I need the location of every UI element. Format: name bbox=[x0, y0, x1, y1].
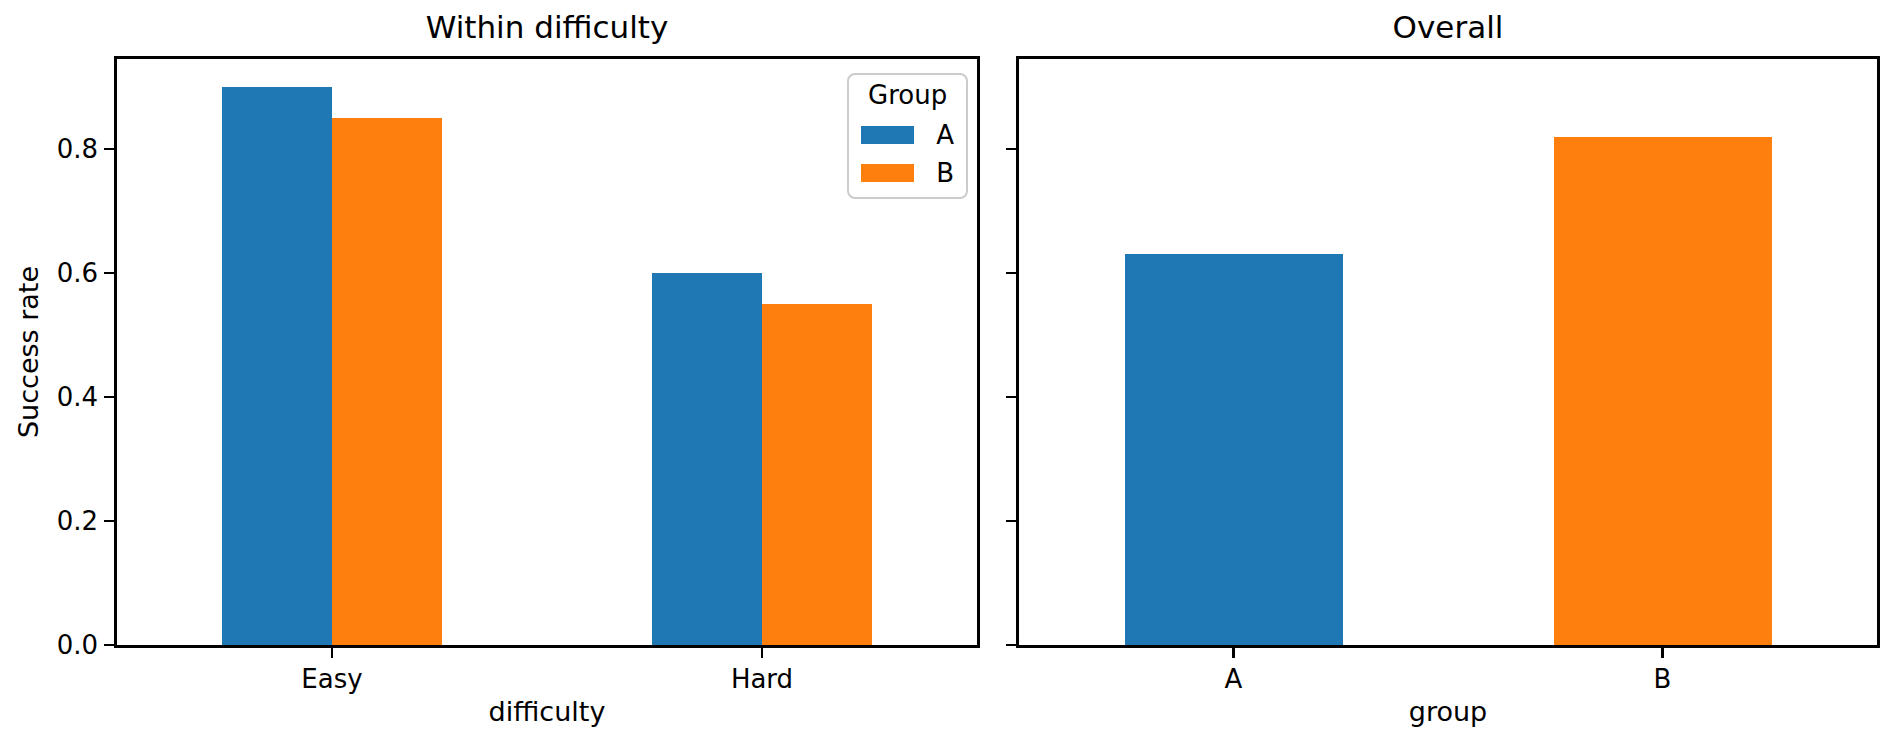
right-axes bbox=[1016, 56, 1880, 648]
right-x-axis-label: group bbox=[1016, 696, 1880, 728]
legend-title: Group bbox=[861, 79, 954, 111]
left-plot-title: Within difficulty bbox=[114, 8, 980, 46]
left-x-axis-label: difficulty bbox=[114, 696, 980, 728]
x-tick-label: A bbox=[1134, 664, 1334, 694]
y-tick-label: 0.8 bbox=[4, 134, 98, 164]
y-tick-label: 0.2 bbox=[4, 506, 98, 536]
bar-b-overall bbox=[1554, 137, 1772, 646]
legend-box: Group A B bbox=[847, 73, 968, 199]
legend-entry-b: B bbox=[861, 159, 954, 187]
y-tick-mark bbox=[104, 148, 114, 151]
y-tick-mark bbox=[1006, 272, 1016, 275]
bar-easy-b bbox=[332, 118, 442, 645]
y-tick-label: 0.0 bbox=[4, 630, 98, 660]
bar-a-overall bbox=[1125, 254, 1343, 645]
x-tick-label: B bbox=[1563, 664, 1763, 694]
y-tick-mark bbox=[104, 396, 114, 399]
right-plot-title: Overall bbox=[1016, 8, 1880, 46]
legend-entry-a: A bbox=[861, 121, 954, 149]
x-tick-label: Hard bbox=[662, 664, 862, 694]
y-tick-mark bbox=[1006, 644, 1016, 647]
y-tick-mark bbox=[1006, 148, 1016, 151]
y-tick-mark bbox=[104, 644, 114, 647]
x-tick-mark bbox=[1661, 648, 1664, 658]
y-axis-label: Success rate bbox=[13, 266, 44, 438]
legend-label-a: A bbox=[936, 121, 954, 149]
x-tick-label: Easy bbox=[232, 664, 432, 694]
x-tick-mark bbox=[1232, 648, 1235, 658]
legend-swatch-a bbox=[861, 126, 914, 144]
y-tick-mark bbox=[1006, 396, 1016, 399]
bar-hard-a bbox=[652, 273, 762, 645]
bar-easy-a bbox=[222, 87, 332, 645]
legend-label-b: B bbox=[936, 159, 954, 187]
figure-canvas: Within difficulty Overall Success rate G… bbox=[0, 0, 1900, 748]
legend-swatch-b bbox=[861, 164, 914, 182]
y-tick-label: 0.6 bbox=[4, 258, 98, 288]
x-tick-mark bbox=[331, 648, 334, 658]
bar-hard-b bbox=[762, 304, 872, 645]
left-axes: Group A B bbox=[114, 56, 980, 648]
y-tick-mark bbox=[104, 520, 114, 523]
x-tick-mark bbox=[761, 648, 764, 658]
y-tick-label: 0.4 bbox=[4, 382, 98, 412]
y-tick-mark bbox=[1006, 520, 1016, 523]
y-tick-mark bbox=[104, 272, 114, 275]
